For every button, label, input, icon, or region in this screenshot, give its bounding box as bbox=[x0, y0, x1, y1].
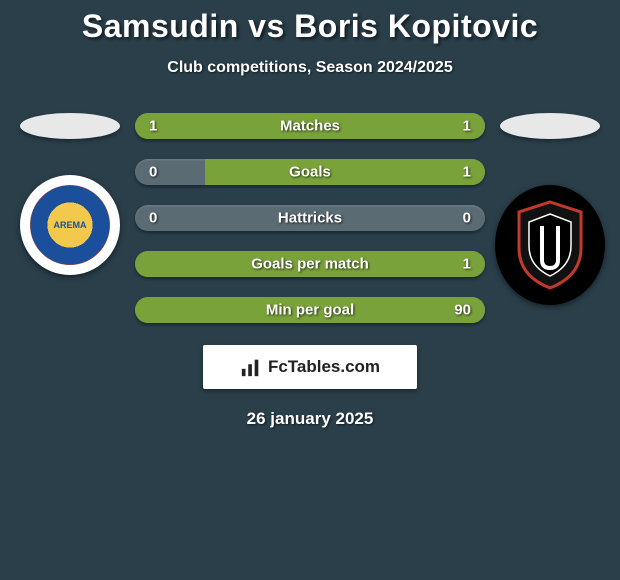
left-player-placeholder bbox=[20, 113, 120, 139]
stat-row: 0 1 Goals bbox=[135, 159, 485, 185]
stat-value-left: 0 bbox=[149, 210, 157, 227]
stats-bars: 1 1 Matches 0 1 Goals 0 0 Hattricks 1 Goals per ma… bbox=[130, 113, 490, 323]
fctables-logo[interactable]: FcTables.com bbox=[203, 345, 417, 389]
stat-label: Min per goal bbox=[266, 302, 354, 319]
left-club-label: AREMA bbox=[54, 220, 87, 230]
stat-row: 90 Min per goal bbox=[135, 297, 485, 323]
stat-value-right: 1 bbox=[463, 164, 471, 181]
stat-row: 0 0 Hattricks bbox=[135, 205, 485, 231]
bar-fill-right bbox=[205, 159, 485, 185]
left-player-col: AREMA bbox=[10, 113, 130, 275]
stat-row: 1 Goals per match bbox=[135, 251, 485, 277]
right-player-placeholder bbox=[500, 113, 600, 139]
bali-united-crest-icon bbox=[515, 200, 585, 290]
stat-value-right: 0 bbox=[463, 210, 471, 227]
date-label: 26 january 2025 bbox=[0, 409, 620, 429]
arema-crest-icon: AREMA bbox=[30, 185, 110, 265]
right-player-col bbox=[490, 113, 610, 305]
stat-label: Hattricks bbox=[278, 210, 342, 227]
page-title: Samsudin vs Boris Kopitovic bbox=[0, 8, 620, 45]
stat-row: 1 1 Matches bbox=[135, 113, 485, 139]
logo-text: FcTables.com bbox=[268, 357, 380, 377]
stat-label: Matches bbox=[280, 118, 340, 135]
stat-label: Goals bbox=[289, 164, 331, 181]
comparison-area: AREMA 1 1 Matches 0 1 Goals 0 0 Hattricks 1 Goals … bbox=[0, 113, 620, 323]
subtitle: Club competitions, Season 2024/2025 bbox=[0, 59, 620, 77]
stat-value-right: 1 bbox=[463, 256, 471, 273]
right-club-crest bbox=[495, 185, 605, 305]
stat-value-left: 0 bbox=[149, 164, 157, 181]
stat-label: Goals per match bbox=[251, 256, 369, 273]
left-club-crest: AREMA bbox=[20, 175, 120, 275]
stat-value-left: 1 bbox=[149, 118, 157, 135]
stat-value-right: 90 bbox=[454, 302, 471, 319]
stat-value-right: 1 bbox=[463, 118, 471, 135]
bar-chart-icon bbox=[240, 356, 262, 378]
